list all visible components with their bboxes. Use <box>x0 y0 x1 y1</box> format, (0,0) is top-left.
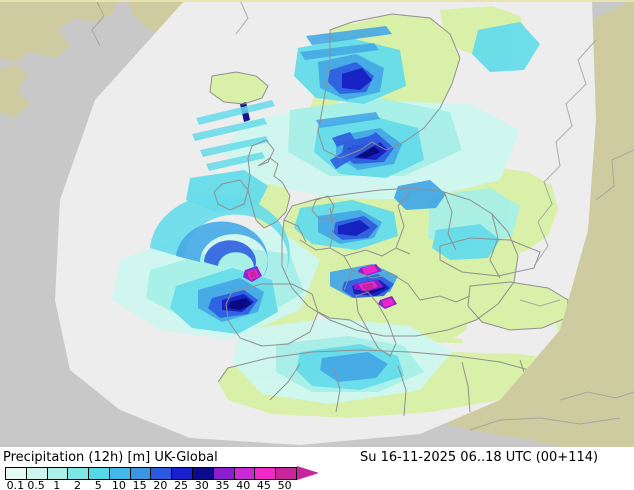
colorbar-tick-1: 1 <box>53 479 61 490</box>
colorbar-extend-max-arrow <box>297 466 319 480</box>
colorbar-swatch-15 <box>130 468 152 479</box>
colorbar-swatch-25 <box>172 468 194 479</box>
colorbar-tick-0.1: 0.1 <box>6 479 25 490</box>
colorbar-tick-20: 20 <box>153 479 168 490</box>
colorbar-swatch-30 <box>193 468 214 479</box>
colorbar-swatches[interactable] <box>5 467 297 480</box>
colorbar-tick-5: 5 <box>94 479 102 490</box>
colorbar-swatch-50 <box>276 468 296 479</box>
colorbar-swatch-0.1 <box>6 468 27 479</box>
colorbar-tick-50: 50 <box>277 479 292 490</box>
colorbar-tick-45: 45 <box>256 479 271 490</box>
outside-domain-borders <box>91 0 634 431</box>
forecast-timestamp: Su 16-11-2025 06..18 UTC (00+114) <box>360 450 599 465</box>
colorbar-swatch-20 <box>151 468 173 479</box>
colorbar-tick-15: 15 <box>132 479 147 490</box>
map-canvas[interactable] <box>0 0 634 447</box>
colorbar-swatch-0.5 <box>26 468 48 479</box>
colorbar-tick-30: 30 <box>194 479 209 490</box>
map-panel[interactable] <box>0 0 634 447</box>
colorbar-tick-10: 10 <box>111 479 126 490</box>
colorbar-swatch-35 <box>213 468 235 479</box>
colorbar-swatch-1 <box>47 468 69 479</box>
colorbar-swatch-45 <box>255 468 277 479</box>
colorbar-tick-0.5: 0.5 <box>27 479 45 490</box>
legend-panel: Precipitation (12h) [m] UK-Global Su 16-… <box>0 447 634 490</box>
model-domain-layer <box>55 0 596 445</box>
coastlines-and-borders <box>209 13 587 417</box>
precipitation-field <box>112 22 540 404</box>
map-layers <box>0 0 634 447</box>
colorbar-swatch-5 <box>89 468 110 479</box>
colorbar-swatch-40 <box>234 468 256 479</box>
colorbar-tick-25: 25 <box>174 479 189 490</box>
colorbar[interactable]: 0.1 0.5 1 2 5 10 15 20 25 30 35 40 45 50 <box>5 466 325 490</box>
colorbar-swatch-10 <box>109 468 131 479</box>
map-top-edge-line <box>0 0 634 2</box>
colorbar-tick-40: 40 <box>236 479 251 490</box>
colorbar-swatch-2 <box>68 468 90 479</box>
colorbar-tick-35: 35 <box>215 479 230 490</box>
colorbar-tick-labels: 0.1 0.5 1 2 5 10 15 20 25 30 35 40 45 50 <box>5 479 301 490</box>
colorbar-tick-2: 2 <box>74 479 81 490</box>
legend-title: Precipitation (12h) [m] UK-Global <box>3 450 218 465</box>
